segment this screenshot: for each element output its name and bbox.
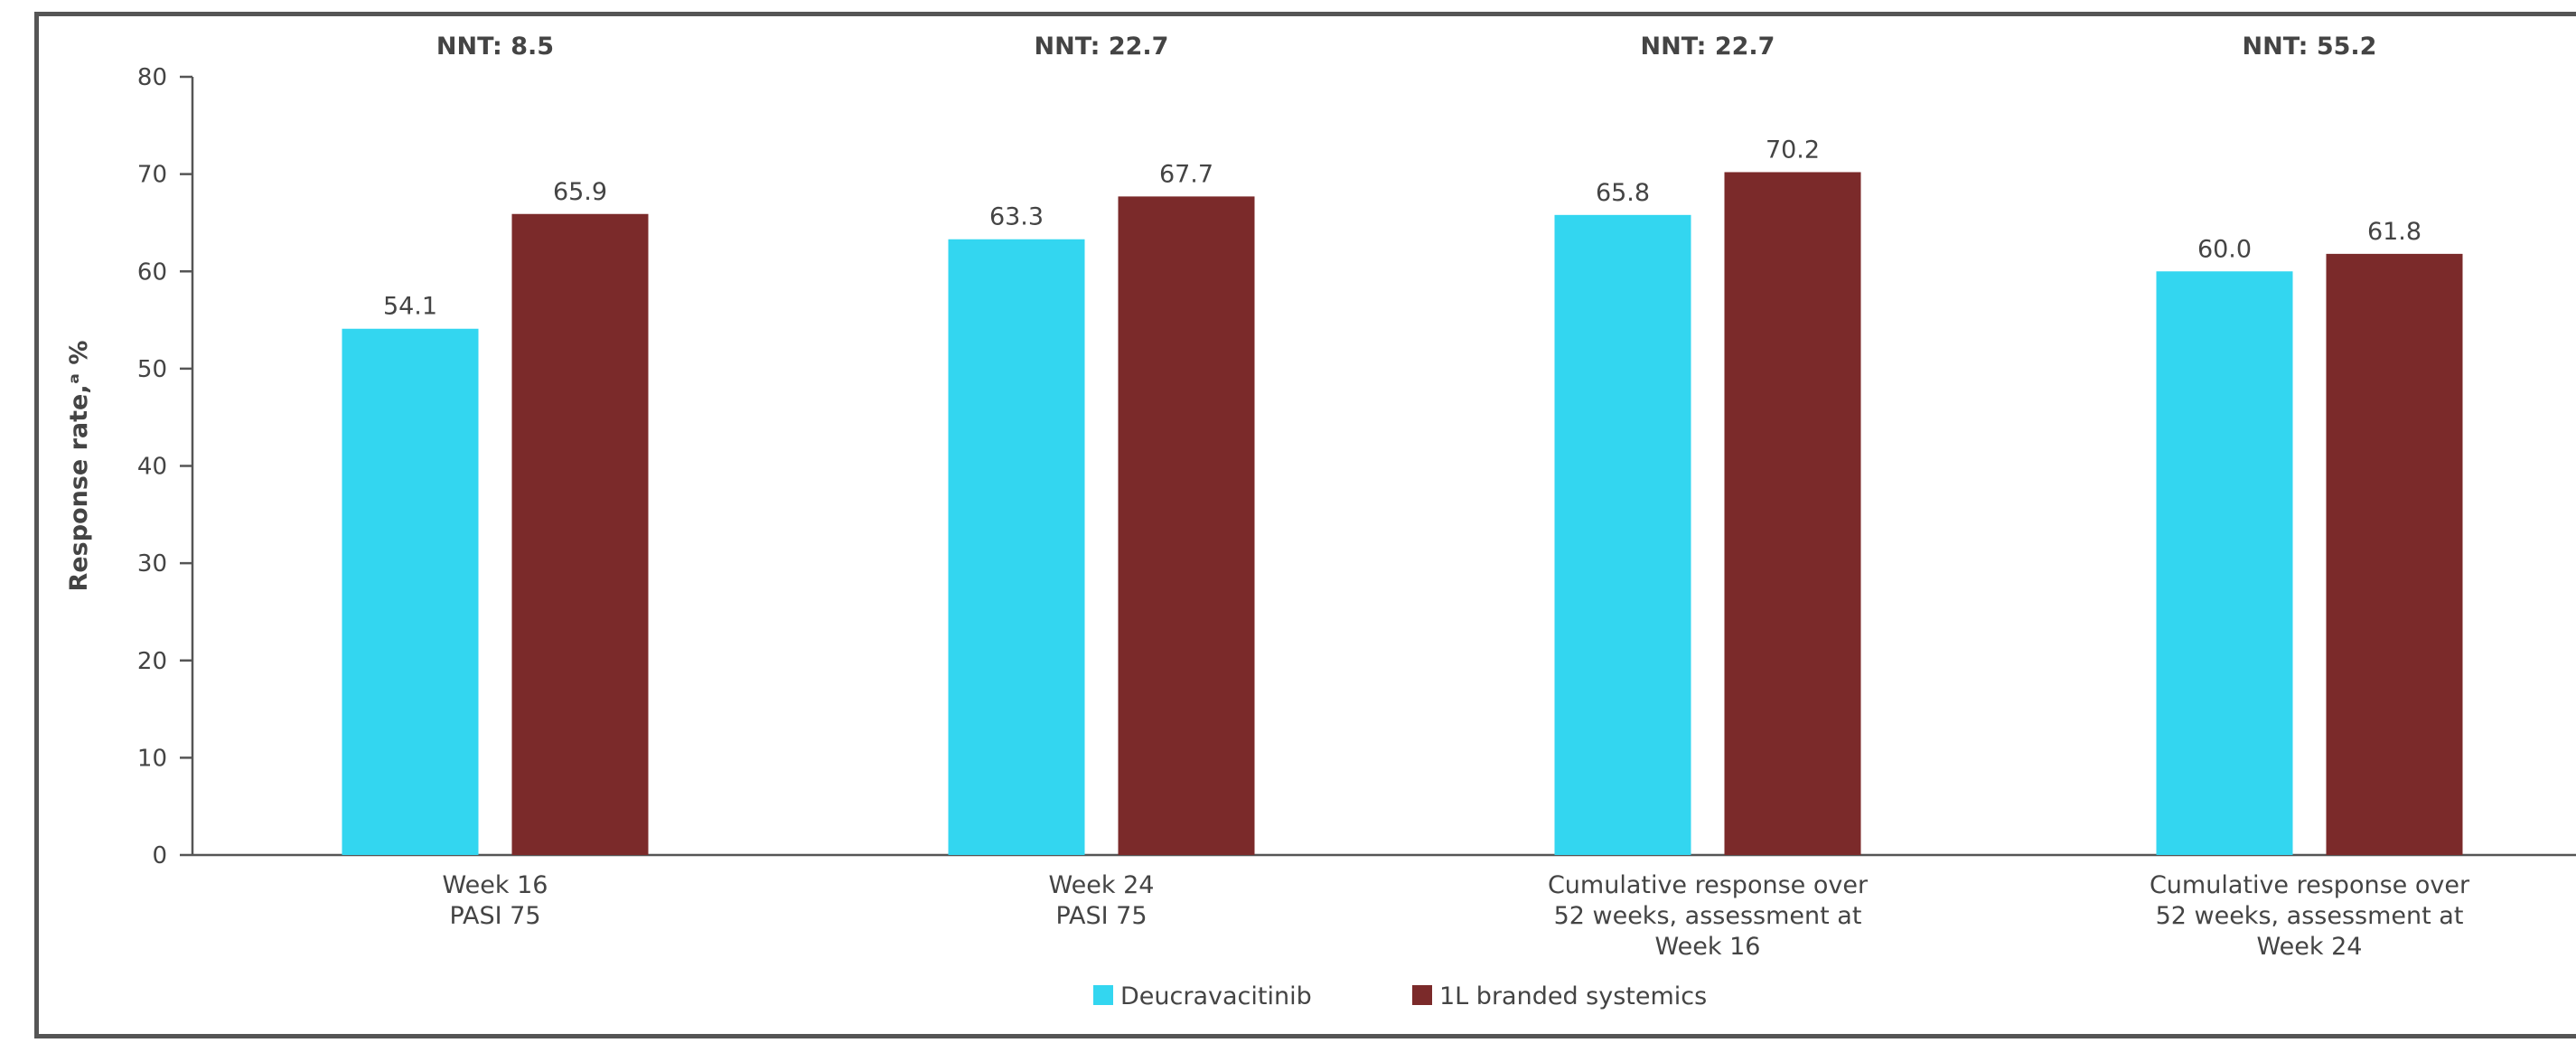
category-label-line: Week 16 [1655, 933, 1761, 961]
nnt-label: NNT: 8.5 [436, 33, 554, 61]
data-label: 61.8 [2367, 218, 2421, 246]
category-label-line: 52 weeks, assessment at [2156, 902, 2464, 930]
y-tick-label: 40 [137, 454, 167, 481]
legend-label: 1L branded systemics [1439, 982, 1707, 1010]
bar-1l-branded-systemics [511, 213, 649, 856]
category-label-line: Week 24 [1049, 871, 1155, 899]
category-label-line: PASI 75 [449, 902, 540, 930]
nnt-label: NNT: 22.7 [1641, 33, 1775, 61]
data-label: 60.0 [2197, 235, 2252, 263]
bar-1l-branded-systemics [1118, 196, 1255, 855]
legend-swatch [1412, 985, 1432, 1005]
category-label: Cumulative response over 52 weeks, assess… [2150, 871, 2470, 961]
y-tick-label: 10 [137, 745, 167, 772]
y-tick-label: 60 [137, 258, 167, 286]
bar-deucravacitinib [342, 328, 479, 855]
category-label-line: 52 weeks, assessment at [1554, 902, 1862, 930]
x-axis: Week 16 PASI 75 Week 24 PASI 75 Cumulative r… [192, 853, 2576, 961]
legend-swatch [1093, 985, 1113, 1005]
legend: Deucravacitinib 1L branded systemics [1093, 982, 1707, 1010]
y-tick-label: 80 [137, 64, 167, 91]
data-label: 65.9 [553, 178, 607, 206]
category-label-line: Cumulative response over [1548, 871, 1869, 899]
bar-deucravacitinib [948, 239, 1085, 855]
bar-1l-branded-systemics [1724, 172, 1861, 855]
data-label: 54.1 [383, 293, 437, 321]
bar-deucravacitinib [1554, 214, 1691, 855]
y-tick-label: 30 [137, 550, 167, 578]
data-label: 65.8 [1596, 179, 1650, 207]
category-label-line: Week 24 [2257, 933, 2363, 961]
y-tick-label: 0 [152, 842, 167, 869]
y-tick-label: 20 [137, 648, 167, 675]
data-label: 70.2 [1766, 136, 1820, 164]
y-tick-label: 50 [137, 356, 167, 383]
category-label: Cumulative response over 52 weeks, assess… [1548, 871, 1869, 961]
bars [342, 172, 2463, 856]
nnt-label: NNT: 55.2 [2243, 33, 2377, 61]
y-axis: 0 10 20 30 40 50 60 70 80 Response rate,ᵃ % [65, 64, 194, 869]
y-tick-label: 70 [137, 162, 167, 189]
category-label-line: PASI 75 [1055, 902, 1147, 930]
nnt-label: NNT: 22.7 [1035, 33, 1169, 61]
y-axis-label: Response rate,ᵃ % [65, 341, 93, 592]
category-label: Week 24 PASI 75 [1049, 871, 1155, 930]
category-label-line: Week 16 [443, 871, 548, 899]
data-labels: NNT: 8.5 NNT: 22.7 NNT: 22.7 NNT: 55.2 54.1 6… [383, 33, 2421, 321]
data-label: 63.3 [989, 203, 1044, 231]
data-label: 67.7 [1159, 160, 1213, 188]
category-label-line: Cumulative response over [2150, 871, 2470, 899]
bar-deucravacitinib [2156, 271, 2293, 855]
legend-label: Deucravacitinib [1120, 982, 1312, 1010]
category-label: Week 16 PASI 75 [443, 871, 548, 930]
bar-1l-branded-systemics [2326, 253, 2463, 855]
